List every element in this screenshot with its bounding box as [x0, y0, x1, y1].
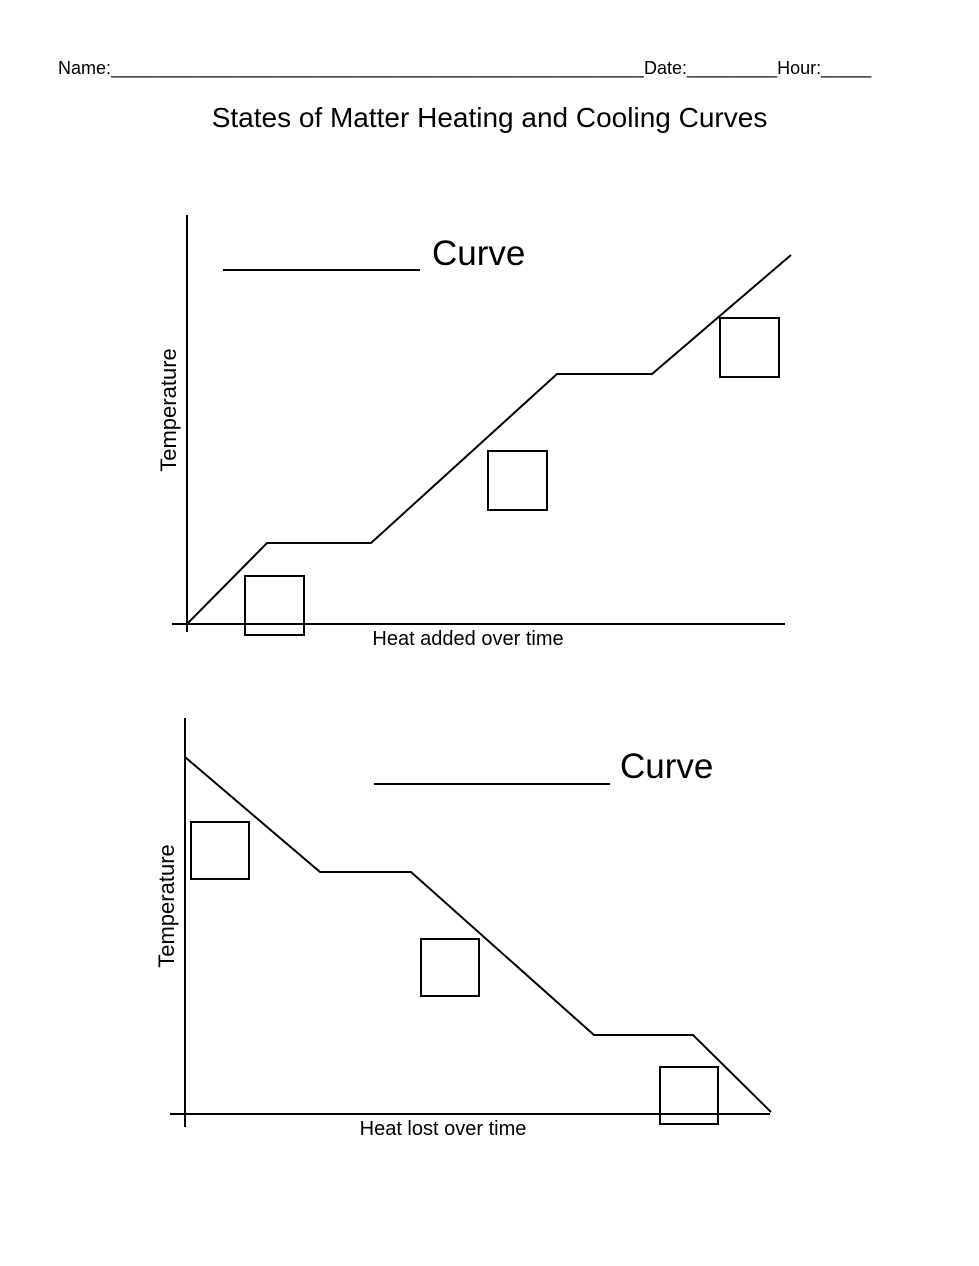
heating-graph: [172, 215, 792, 636]
answer-box-solid[interactable]: [659, 1066, 719, 1125]
cooling-y-axis-label: Temperature: [154, 844, 179, 968]
answer-box-gas[interactable]: [719, 317, 780, 378]
hour-blank[interactable]: _____: [821, 58, 872, 78]
answer-box-gas[interactable]: [190, 821, 250, 880]
header-line: Name:___________________________________…: [58, 58, 871, 79]
page-title: States of Matter Heating and Cooling Cur…: [211, 102, 768, 133]
date-label: Date:: [644, 58, 688, 78]
answer-box-liquid[interactable]: [487, 450, 548, 511]
date-blank[interactable]: _________: [687, 58, 778, 78]
cooling-curve-label: Curve: [620, 747, 713, 786]
name-label: Name:: [58, 58, 112, 78]
cooling-curve-line: [184, 756, 772, 1113]
heating-curve-line: [186, 254, 792, 625]
heating-y-axis-label: Temperature: [156, 348, 181, 472]
cooling-graph: [170, 718, 772, 1127]
answer-box-solid[interactable]: [244, 575, 305, 636]
hour-label: Hour:: [777, 58, 822, 78]
answer-box-liquid[interactable]: [420, 938, 480, 997]
cooling-x-axis-label: Heat lost over time: [360, 1118, 527, 1140]
name-blank[interactable]: ________________________________________…: [111, 58, 645, 78]
heating-x-axis-label: Heat added over time: [372, 628, 563, 650]
heating-curve-label: Curve: [432, 234, 525, 273]
